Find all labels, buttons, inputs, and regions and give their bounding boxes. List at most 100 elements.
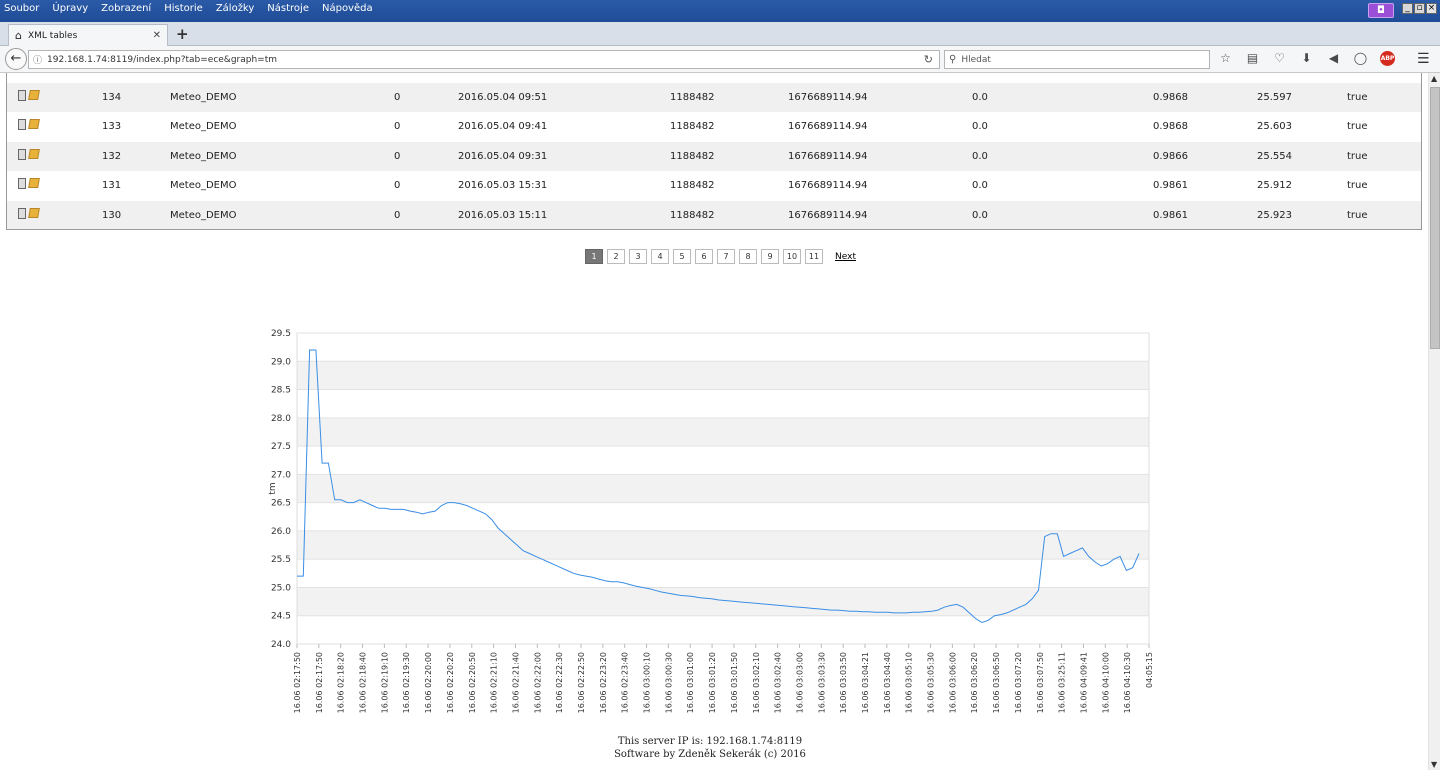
menu-item[interactable]: Úpravy <box>52 3 89 14</box>
table-cell-c6: true <box>1347 121 1368 133</box>
page-link-9[interactable]: 9 <box>761 249 779 264</box>
page-link-10[interactable]: 10 <box>783 249 801 264</box>
delete-icon[interactable] <box>18 178 26 190</box>
nav-bar: ← ⓘ 192.168.1.74:8119/index.php?tab=ece&… <box>0 46 1440 73</box>
table-cell-c4: 0.9861 <box>1153 180 1188 192</box>
x-tick-label: 16.06 02:23:40 <box>621 652 630 713</box>
table-row: 132 Meteo_DEMO 0 2016.05.04 09:31 1188482 167… <box>7 141 1421 172</box>
menu-item[interactable]: Nápověda <box>321 3 373 14</box>
table-cell-c1: 1188482 <box>670 121 715 133</box>
pocket-icon[interactable]: ♡ <box>1274 51 1285 65</box>
delete-icon[interactable] <box>18 207 26 219</box>
menu-item[interactable]: Zobrazení <box>101 3 152 14</box>
table-cell-c3: 0.0 <box>972 92 988 103</box>
table-cell-c6: true <box>1347 180 1368 192</box>
table-cell-c5: 25.597 <box>1257 92 1292 103</box>
table-row: 133 Meteo_DEMO 0 2016.05.04 09:41 1188482 167… <box>7 112 1421 141</box>
page-link-6[interactable]: 6 <box>695 249 713 264</box>
table-cell-c3: 0.0 <box>972 121 988 133</box>
page-link-11[interactable]: 11 <box>805 249 823 264</box>
chat-icon[interactable]: ◯ <box>1353 51 1368 65</box>
page-link-7[interactable]: 7 <box>717 249 735 264</box>
page-link-3[interactable]: 3 <box>629 249 647 264</box>
page-link-2[interactable]: 2 <box>607 249 625 264</box>
y-axis-label: tm <box>268 482 278 494</box>
delete-icon[interactable] <box>18 119 26 131</box>
x-tick-label: 16.06 03:05:30 <box>927 652 936 713</box>
table-cell-c1: 1188482 <box>670 209 715 221</box>
x-tick-label: 16.06 03:02:40 <box>774 652 783 713</box>
table-cell-c3: 0.0 <box>972 180 988 192</box>
page-link-4[interactable]: 4 <box>651 249 669 264</box>
scroll-up-icon[interactable]: ▲ <box>1431 74 1438 83</box>
edit-icon[interactable] <box>28 178 40 189</box>
tab-xml-tables[interactable]: ⌂ XML tables ✕ <box>8 24 168 46</box>
table-cell-c4: 0.9868 <box>1153 92 1188 103</box>
new-tab-button[interactable]: + <box>176 25 189 43</box>
page-link-8[interactable]: 8 <box>739 249 757 264</box>
edit-icon[interactable] <box>28 119 40 130</box>
x-tick-label: 16.06 04:09:41 <box>1079 652 1088 713</box>
bookmark-star-icon[interactable]: ☆ <box>1220 51 1231 65</box>
minimize-button[interactable]: _ <box>1402 3 1413 14</box>
send-tab-icon[interactable]: ◀ <box>1328 51 1339 65</box>
vertical-scrollbar[interactable]: ▲ ▼ <box>1428 73 1440 770</box>
delete-icon[interactable] <box>18 90 26 101</box>
back-button[interactable]: ← <box>5 48 27 70</box>
table-cell-flag: 0 <box>394 209 401 221</box>
search-input[interactable]: ⚲ Hledat <box>944 50 1210 69</box>
x-tick-label: 16.06 02:20:50 <box>468 652 477 713</box>
menu-item[interactable]: Historie <box>164 3 203 14</box>
x-tick-label: 16.06 02:22:50 <box>577 652 586 713</box>
page-link-5[interactable]: 5 <box>673 249 691 264</box>
table-cell-c4: 0.9868 <box>1153 121 1188 133</box>
page-link-1[interactable]: 1 <box>585 249 603 264</box>
table-cell-name: Meteo_DEMO <box>170 209 237 221</box>
table-row: 134 Meteo_DEMO 0 2016.05.04 09:51 1188482 167… <box>7 83 1421 113</box>
table-row-partial <box>7 73 1421 83</box>
url-bar[interactable]: ⓘ 192.168.1.74:8119/index.php?tab=ece&gr… <box>28 50 940 69</box>
edit-icon[interactable] <box>28 90 40 100</box>
close-tab-icon[interactable]: ✕ <box>152 30 161 41</box>
x-tick-label: 16.06 02:18:40 <box>359 652 368 713</box>
menu-item[interactable]: Nástroje <box>267 3 309 14</box>
table-cell-flag: 0 <box>394 180 401 192</box>
scroll-thumb[interactable] <box>1430 87 1440 349</box>
menu-bar: Soubor Úpravy Zobrazení Historie Záložky Nást… <box>4 3 373 14</box>
x-tick-label: 16.06 04:10:00 <box>1101 652 1110 713</box>
row-actions <box>18 90 40 101</box>
download-icon[interactable]: ⬇ <box>1301 51 1312 65</box>
row-actions <box>18 178 40 190</box>
server-ip-text: This server IP is: 192.168.1.74:8119 <box>617 736 803 747</box>
adblock-icon[interactable]: ABP <box>1380 51 1395 66</box>
reload-icon[interactable]: ↻ <box>923 53 933 66</box>
table-cell-flag: 0 <box>394 121 401 133</box>
edit-icon[interactable] <box>28 207 40 218</box>
table-cell-flag: 0 <box>394 92 401 103</box>
x-tick-label: 16.06 03:03:50 <box>839 652 848 713</box>
x-tick-label: 16.06 03:07:50 <box>1036 652 1045 713</box>
edit-icon[interactable] <box>28 148 40 159</box>
x-tick-label: 16.06 03:04:40 <box>883 652 892 713</box>
mask-addon-icon[interactable]: ◘ <box>1368 3 1394 18</box>
menu-item[interactable]: Soubor <box>4 3 40 14</box>
table-cell-c4: 0.9866 <box>1153 150 1188 162</box>
home-icon: ⌂ <box>15 29 22 42</box>
url-text[interactable]: 192.168.1.74:8119/index.php?tab=ece&grap… <box>47 54 278 65</box>
maximize-button[interactable]: ▫ <box>1414 3 1425 14</box>
menu-hamburger-icon[interactable]: ☰ <box>1417 51 1430 67</box>
table-cell-c6: true <box>1347 150 1368 162</box>
scroll-down-icon[interactable]: ▼ <box>1431 760 1438 769</box>
next-page-link[interactable]: Next <box>835 251 856 262</box>
grid-band <box>297 587 1149 616</box>
info-icon[interactable]: ⓘ <box>33 56 43 66</box>
menu-item[interactable]: Záložky <box>215 3 255 14</box>
x-tick-label: 16.06 02:19:10 <box>380 652 389 713</box>
x-tick-label: 16.06 02:20:20 <box>446 652 455 713</box>
table-cell-flag: 0 <box>394 150 401 162</box>
delete-icon[interactable] <box>18 148 26 160</box>
table-cell-c5: 25.912 <box>1257 180 1292 192</box>
y-tick-label: 26.5 <box>271 499 291 509</box>
close-window-button[interactable]: × <box>1426 3 1437 14</box>
bookmarks-list-icon[interactable]: ▤ <box>1246 51 1259 65</box>
